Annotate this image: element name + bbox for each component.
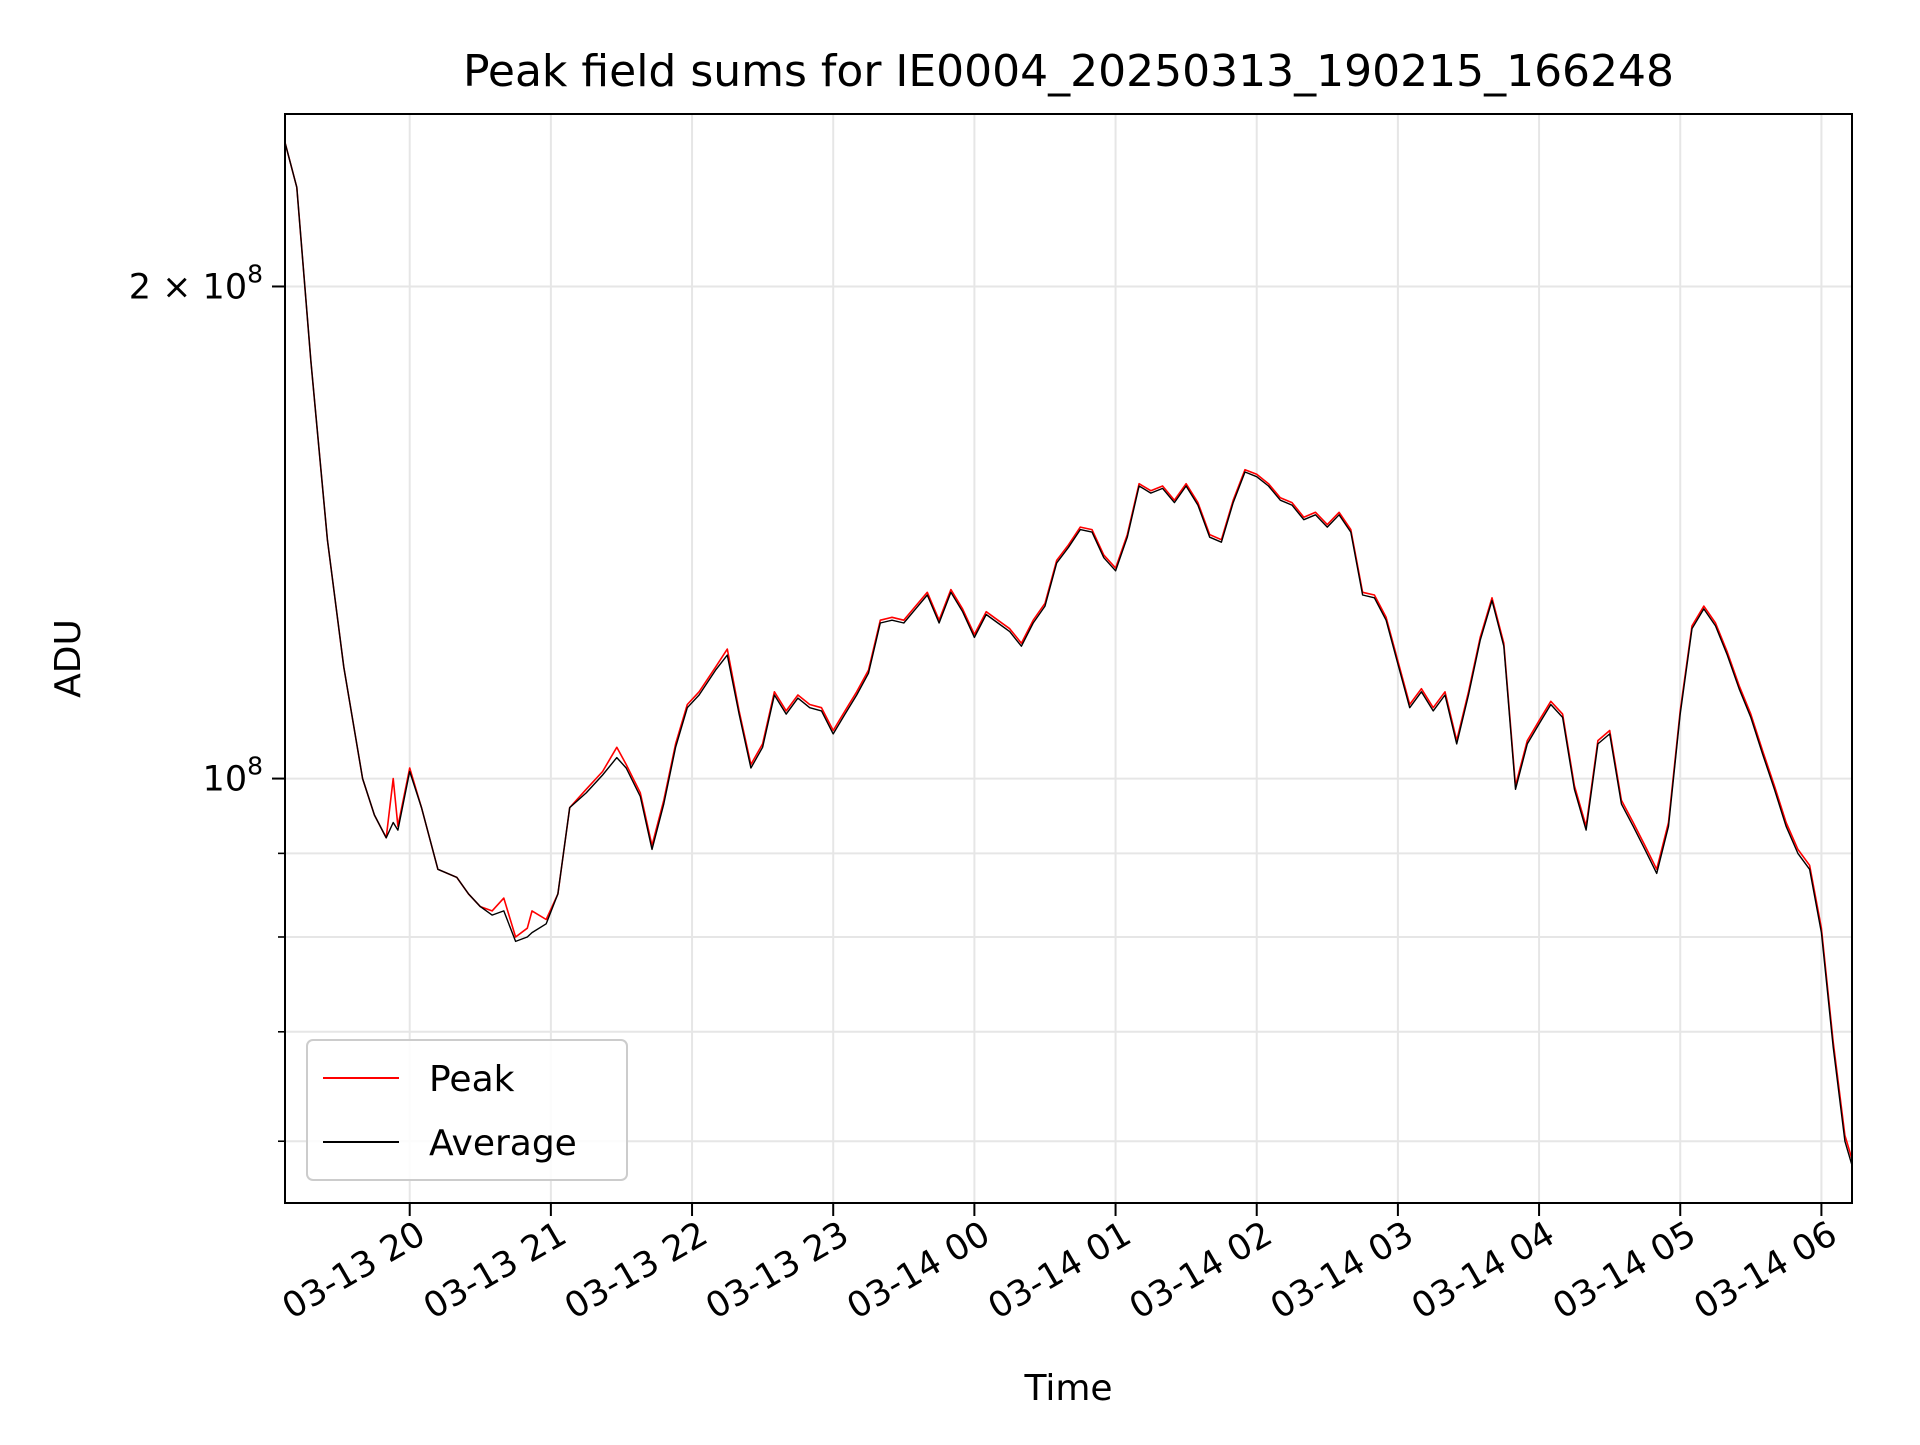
y-tick-label: 2 × 108: [129, 259, 263, 307]
y-tick-label-exponent: 8: [247, 752, 263, 781]
chart-title: Peak field sums for IE0004_20250313_1902…: [463, 46, 1674, 97]
y-tick-label: 108: [203, 752, 263, 800]
legend-box: [306, 1039, 628, 1181]
plot-area-frame: [284, 113, 1853, 1204]
series-line-peak: [284, 122, 1853, 1198]
series-layer: [284, 122, 1853, 1204]
grid-layer: [285, 114, 1852, 1203]
legend-label-peak: Peak: [429, 1059, 515, 1100]
legend-label-average: Average: [429, 1123, 577, 1164]
y-tick-label-prefix: 10: [203, 760, 248, 800]
y-tick-label-prefix: 2 × 10: [129, 267, 247, 307]
legend: Peak Average: [306, 1039, 628, 1181]
x-axis-label: Time: [1023, 1368, 1112, 1409]
y-tick-label-exponent: 8: [247, 259, 263, 288]
series-line-average: [284, 125, 1853, 1204]
y-axis-label: ADU: [48, 619, 89, 698]
